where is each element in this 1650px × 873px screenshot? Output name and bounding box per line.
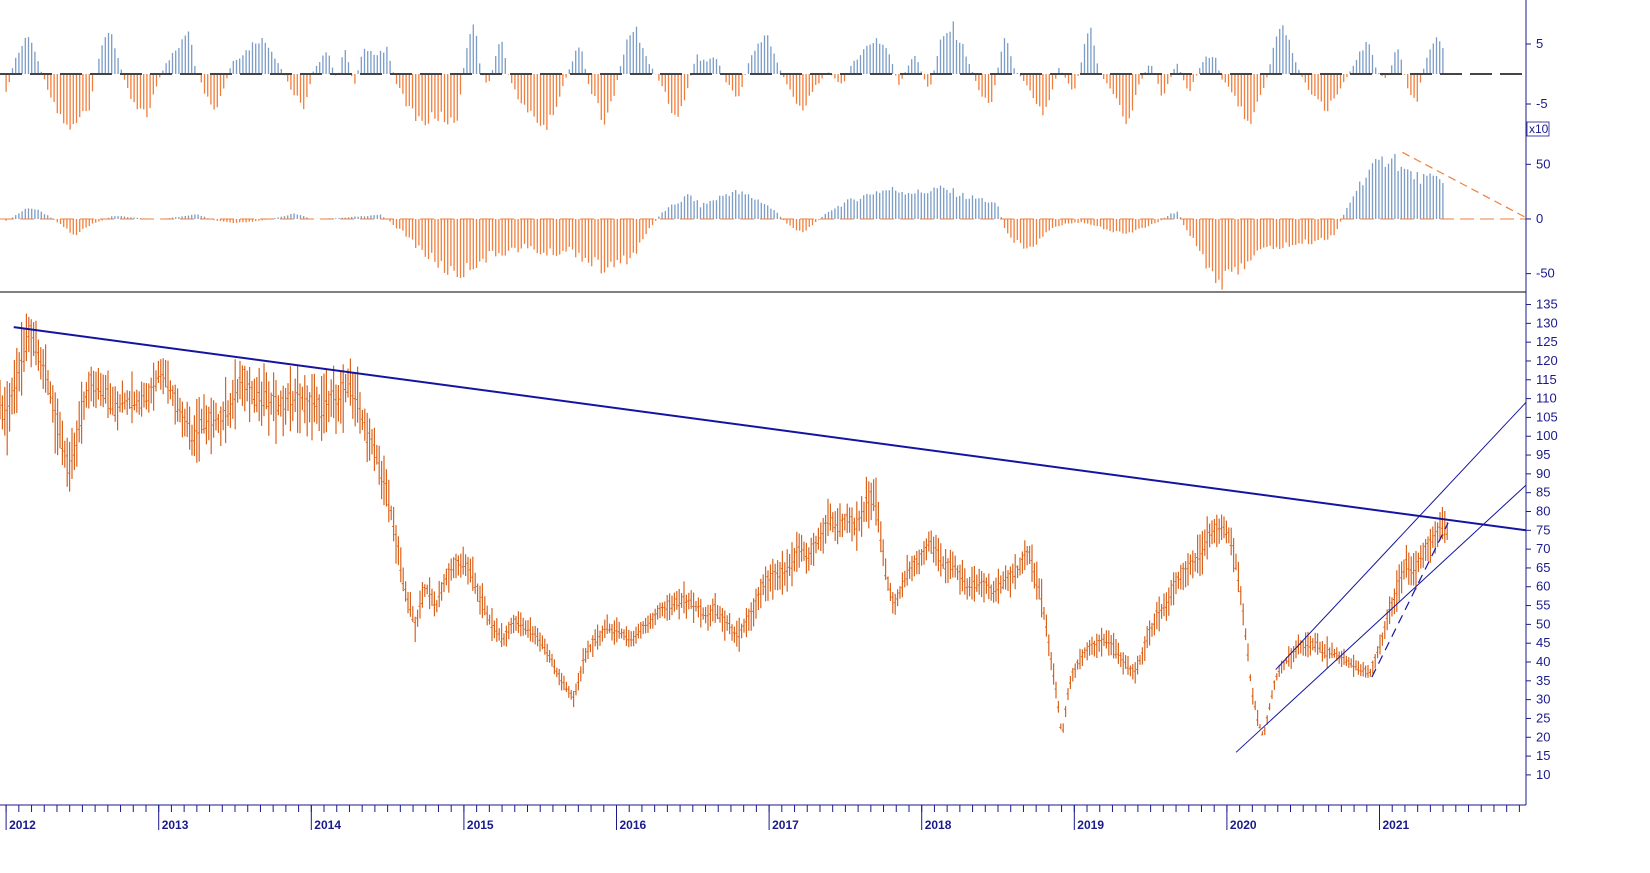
support-dashed-line	[1371, 522, 1449, 678]
axis-tick-label: 70	[1536, 541, 1550, 556]
year-tick-label: 2019	[1077, 818, 1104, 832]
axis-tick-label: 110	[1536, 391, 1557, 406]
year-tick-label: 2012	[9, 818, 36, 832]
axis-tick-label: 50	[1536, 156, 1550, 171]
price-panel	[0, 313, 1527, 753]
resistance-trendline	[13, 326, 1527, 532]
axis-tick-label: 30	[1536, 692, 1550, 707]
axis-tick-label: 80	[1536, 503, 1550, 518]
year-tick-label: 2013	[162, 818, 189, 832]
year-tick-label: 2020	[1230, 818, 1257, 832]
axis-tick-label: 125	[1536, 334, 1558, 349]
axis-tick-label: 95	[1536, 447, 1550, 462]
year-tick-label: 2021	[1383, 818, 1410, 832]
price-ticks: 135 130 125 120 115 110 105 100 95 90 85 80 75 70 65 60…	[1526, 297, 1558, 782]
axis-tick-label: 55	[1536, 598, 1550, 613]
axis-tick-label: 45	[1536, 635, 1550, 650]
year-tick-label: 2018	[925, 818, 952, 832]
axis-tick-label: 130	[1536, 315, 1558, 330]
price-bars	[0, 313, 1448, 736]
axis-tick-label: 105	[1536, 409, 1558, 424]
axis-tick-label: 20	[1536, 729, 1550, 744]
upper-oscillator-panel	[0, 21, 1526, 130]
axis-tick-label: 120	[1536, 353, 1558, 368]
scale-badge-box	[1526, 121, 1550, 137]
axis-tick-label: 85	[1536, 485, 1550, 500]
middle-oscillator-trendline	[1402, 151, 1525, 218]
time-ticks: 2012 2013 2014 2015 2016 2017 2018 2019 2020 2021	[5, 805, 1520, 832]
axis-tick-label: 35	[1536, 673, 1550, 688]
middle-oscillator-ticks: 50 0 -50	[1526, 156, 1555, 281]
axis-tick-label: 5	[1536, 36, 1543, 51]
year-tick-label: 2016	[620, 818, 647, 832]
scale-badge: x10	[1529, 122, 1549, 136]
bottom-time-axis: 2012 2013 2014 2015 2016 2017 2018 2019 2020 2021	[0, 804, 1526, 832]
middle-oscillator-panel	[0, 151, 1526, 290]
axis-tick-label: 15	[1536, 748, 1550, 763]
axis-tick-label: 115	[1536, 372, 1557, 387]
upper-oscillator-bars	[5, 21, 1444, 130]
axis-tick-label: -5	[1536, 96, 1548, 111]
axis-tick-label: 25	[1536, 710, 1550, 725]
axis-tick-label: 100	[1536, 428, 1558, 443]
channel-lower-line	[1235, 484, 1527, 753]
axis-tick-label: 0	[1536, 211, 1543, 226]
right-price-axis: 5 -5 50 0 -50 135 130 125 120 115 110 105 100 95 90 8…	[1525, 0, 1558, 805]
axis-tick-label: 75	[1536, 522, 1550, 537]
axis-tick-label: 90	[1536, 466, 1550, 481]
axis-tick-label: 60	[1536, 579, 1550, 594]
channel-upper-line	[1275, 402, 1527, 670]
axis-tick-label: 50	[1536, 616, 1550, 631]
year-tick-label: 2015	[467, 818, 494, 832]
axis-tick-label: 135	[1536, 297, 1558, 312]
year-tick-label: 2014	[314, 818, 341, 832]
axis-tick-label: 10	[1536, 767, 1550, 782]
axis-tick-label: 65	[1536, 560, 1550, 575]
axis-tick-label: 40	[1536, 654, 1550, 669]
axis-tick-label: -50	[1536, 266, 1555, 281]
upper-oscillator-ticks: 5 -5	[1526, 36, 1548, 111]
middle-oscillator-bars	[5, 153, 1444, 290]
year-tick-label: 2017	[772, 818, 799, 832]
